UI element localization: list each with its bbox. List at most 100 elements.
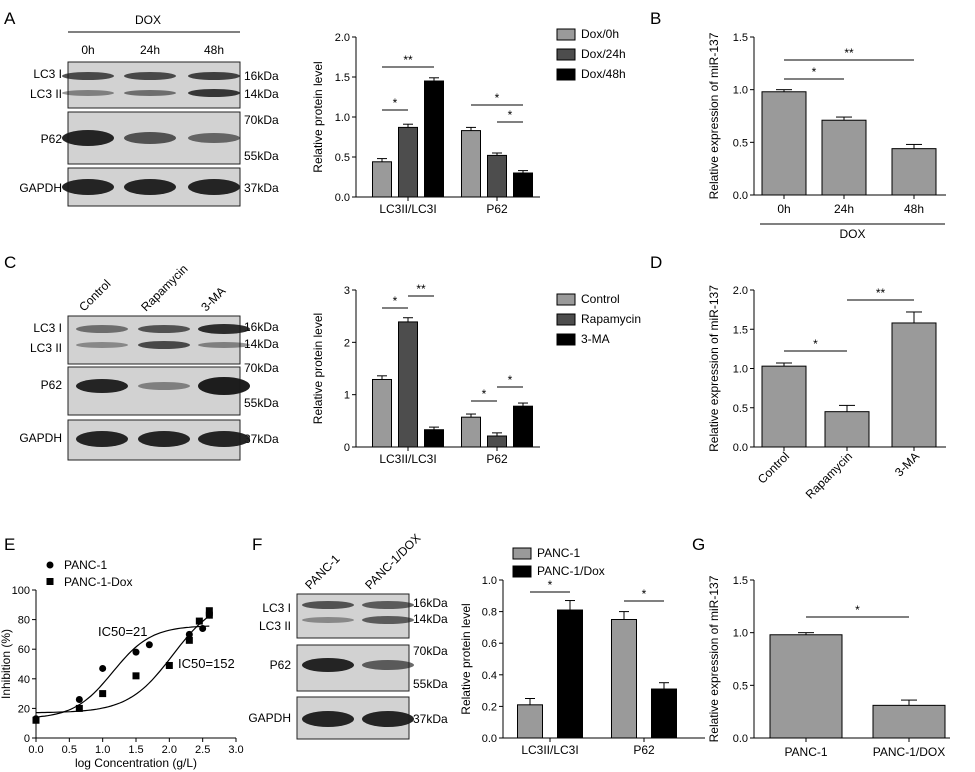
panel-letter-D: D [650,253,662,272]
legend-swatch [556,68,576,81]
panel-letter-F: F [252,535,262,554]
blot-band [124,132,176,144]
fit-curve [35,625,210,718]
x-tick-label: 48h [904,202,924,216]
significance-mark: * [482,387,487,401]
y-tick-label: 0.0 [733,190,748,202]
blot-marker-label: 70kDa [244,113,279,127]
y-axis-label: Relative expression of miR-137 [707,575,721,742]
data-point [32,716,40,724]
data-point [99,664,107,672]
y-tick-label: 3 [344,285,350,297]
data-point [132,648,140,656]
blot-band [124,72,176,80]
blot-lane-label: PANC-1/DOX [362,531,423,592]
y-tick-label: 1.5 [335,72,350,84]
legend-swatch [556,28,576,41]
y-axis-label: Relative expression of miR-137 [707,32,721,199]
blot-marker-label: 16kDa [413,596,448,610]
x-tick-label: LC3II/LC3I [521,743,578,757]
data-point [199,624,207,632]
blot-band [362,616,414,624]
blot-band [188,133,240,143]
y-tick-label: 80 [18,615,30,627]
blot-membrane [296,593,410,639]
x-tick-label: P62 [486,452,508,466]
blot-band [188,179,240,195]
blot-lane-label: Control [76,277,113,314]
y-tick-label: 0.0 [733,733,748,745]
y-tick-label: 1.0 [733,364,748,376]
blot-marker-label: 37kDa [413,712,448,726]
panel-letter-E: E [4,535,15,554]
y-tick-label: 2.0 [335,32,350,44]
blot-band [188,89,240,97]
ic50-annotation: IC50=21 [98,624,148,639]
blot-band [76,325,128,333]
legend-swatch [556,333,576,346]
y-tick-label: 20 [18,703,30,715]
y-tick-label: 60 [18,644,30,656]
significance-mark: ** [416,282,426,296]
x-axis-label: log Concentration (g/L) [75,756,197,770]
x-tick-label: 2.5 [195,744,210,756]
blot-band [138,431,190,447]
blot-band [138,341,190,349]
blot-protein-label: P62 [41,378,63,392]
blot-band [362,601,414,609]
blot-band [362,711,414,727]
significance-mark: * [813,337,818,351]
data-point [132,672,140,680]
ic50-annotation: IC50=152 [178,656,235,671]
y-tick-label: 0.0 [335,192,350,204]
y-tick-label: 0.5 [733,137,748,149]
y-tick-label: 0.4 [482,670,497,682]
blot-marker-label: 14kDa [244,337,279,351]
significance-mark: * [495,91,500,105]
bar [821,119,867,196]
bar [769,634,843,739]
y-tick-label: 1.0 [482,575,497,587]
blot-protein-label: LC3 I [33,67,62,81]
bar [761,365,807,448]
blot-band [138,382,190,390]
x-tick-label: 3-MA [892,449,922,479]
y-tick-label: 2.0 [733,285,748,297]
y-axis-label: Relative expression of miR-137 [707,285,721,452]
data-point [75,696,83,704]
x-tick-label: 0h [777,202,790,216]
blot-protein-label: LC3 II [259,619,291,633]
blot-band [124,179,176,195]
data-point [205,611,213,619]
x-tick-label: Control [755,449,792,486]
blot-band [76,342,128,348]
blot-protein-label: GAPDH [19,181,62,195]
legend-label: PANC-1-Dox [64,575,132,589]
bar [487,154,507,198]
bar [398,321,418,448]
panel-letter-G: G [692,535,705,554]
y-tick-label: 0.5 [335,152,350,164]
bar [372,378,392,448]
blot-lane-label: 0h [81,43,94,57]
blot-marker-label: 14kDa [413,612,448,626]
bar [513,405,533,448]
blot-marker-label: 16kDa [244,320,279,334]
legend-swatch [512,547,532,560]
x-tick-label: 1.5 [128,744,143,756]
blot-marker-label: 70kDa [244,361,279,375]
bar [611,619,637,739]
blot-lane-label: 3-MA [198,284,228,314]
data-point [185,630,193,638]
y-tick-label: 0 [24,733,30,745]
data-point [99,690,107,698]
bar [824,411,870,448]
y-tick-label: 0.5 [733,403,748,415]
x-axis-label: DOX [839,227,865,241]
blot-lane-label: Rapamycin [138,262,190,314]
blot-band [76,379,128,393]
data-point [145,641,153,649]
y-tick-label: 1.5 [733,324,748,336]
y-tick-label: 0 [344,442,350,454]
